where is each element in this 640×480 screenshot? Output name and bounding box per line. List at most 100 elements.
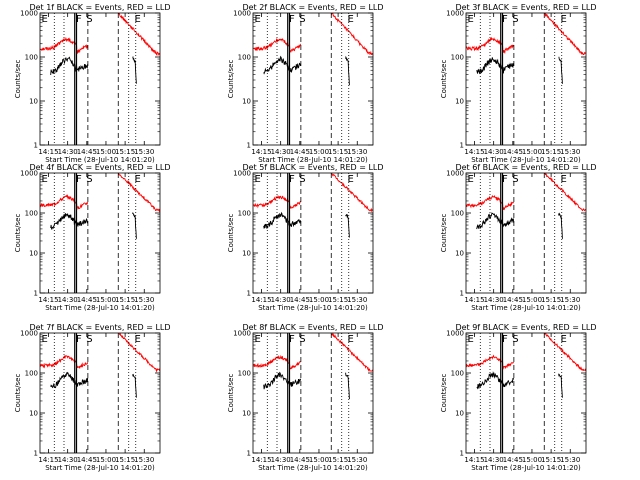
x-tick-label: 15:15 xyxy=(328,148,348,156)
detector-panel-6: Det 6f BLACK = Events, RED = LLD E F S E 1 10 1… xyxy=(440,163,597,312)
event-marker-label: E xyxy=(347,174,353,185)
x-tick-label: 14:15 xyxy=(251,456,271,464)
event-marker-label: F xyxy=(289,334,295,345)
y-tick-label: 1000 xyxy=(446,10,464,18)
x-tick-label: 14:45 xyxy=(77,456,97,464)
event-marker-label: F xyxy=(289,14,295,25)
y-tick-label: 1 xyxy=(460,142,464,150)
x-tick-label: 14:15 xyxy=(251,296,271,304)
x-tick-label: 14:45 xyxy=(290,456,310,464)
x-tick-label: 15:15 xyxy=(541,148,561,156)
x-tick-label: 15:00 xyxy=(309,296,329,304)
detector-panel-7: Det 7f BLACK = Events, RED = LLD E F S E 1 10 1… xyxy=(14,323,171,472)
panel-frame xyxy=(252,332,374,454)
y-tick-label: 100 xyxy=(25,210,38,218)
event-marker-label: F xyxy=(502,14,508,25)
event-marker-label: F xyxy=(289,174,295,185)
event-marker-label: E xyxy=(560,14,566,25)
x-tick-label: 14:15 xyxy=(464,456,484,464)
x-tick-label: 15:00 xyxy=(522,148,542,156)
x-tick-label: 15:00 xyxy=(309,456,329,464)
lld-series-line xyxy=(466,333,586,372)
event-marker-label: S xyxy=(512,14,518,25)
panel-frame xyxy=(465,172,587,294)
y-tick-label: 1 xyxy=(460,450,464,458)
detector-panel-5: Det 5f BLACK = Events, RED = LLD E F S E 1 10 1… xyxy=(227,163,384,312)
x-axis-label: Start Time (28-Jul-10 14:01:20) xyxy=(258,304,368,312)
x-tick-label: 14:45 xyxy=(503,296,523,304)
x-tick-label: 15:15 xyxy=(541,296,561,304)
x-tick-label: 14:15 xyxy=(464,148,484,156)
panel-plot-area xyxy=(40,333,160,453)
event-marker-label: E xyxy=(255,14,261,25)
panel-frame xyxy=(252,172,374,294)
detector-panel-3: Det 3f BLACK = Events, RED = LLD E F S E 1 10 1… xyxy=(440,3,597,164)
y-tick-label: 100 xyxy=(238,54,251,62)
x-tick-label: 15:30 xyxy=(347,296,367,304)
x-tick-label: 15:30 xyxy=(134,148,154,156)
y-tick-label: 1 xyxy=(34,290,38,298)
x-axis-label: Start Time (28-Jul-10 14:01:20) xyxy=(471,156,581,164)
y-axis-label: Counts/sec xyxy=(440,60,448,99)
x-tick-label: 14:30 xyxy=(484,148,504,156)
x-tick-label: 15:15 xyxy=(115,456,135,464)
y-tick-label: 1000 xyxy=(20,10,38,18)
panel-frame xyxy=(465,332,587,454)
y-tick-label: 1 xyxy=(460,290,464,298)
x-tick-label: 14:45 xyxy=(77,296,97,304)
event-marker-label: S xyxy=(86,14,92,25)
event-marker-label: E xyxy=(347,334,353,345)
x-tick-label: 14:45 xyxy=(290,296,310,304)
y-tick-label: 100 xyxy=(451,54,464,62)
events-series-line xyxy=(476,56,563,84)
event-marker-label: E xyxy=(255,174,261,185)
y-tick-label: 1000 xyxy=(233,170,251,178)
x-axis-label: Start Time (28-Jul-10 14:01:20) xyxy=(45,304,155,312)
lld-series-line xyxy=(253,173,373,213)
events-series-line xyxy=(263,371,350,400)
x-tick-label: 14:15 xyxy=(38,456,58,464)
event-marker-label: S xyxy=(299,334,305,345)
y-tick-label: 100 xyxy=(451,210,464,218)
x-tick-label: 14:15 xyxy=(38,296,58,304)
event-marker-label: F xyxy=(502,334,508,345)
event-marker-label: E xyxy=(42,14,48,25)
events-series-line xyxy=(50,212,137,239)
event-marker-label: F xyxy=(502,174,508,185)
panel-title: Det 7f BLACK = Events, RED = LLD xyxy=(29,323,170,332)
panel-plot-area xyxy=(253,13,373,145)
panel-frame xyxy=(39,332,161,454)
panel-title: Det 8f BLACK = Events, RED = LLD xyxy=(242,323,383,332)
lld-series-line xyxy=(253,333,373,372)
panel-title: Det 6f BLACK = Events, RED = LLD xyxy=(455,163,596,172)
x-tick-label: 14:15 xyxy=(38,148,58,156)
event-marker-label: E xyxy=(468,334,474,345)
event-marker-label: F xyxy=(76,14,82,25)
x-tick-label: 15:15 xyxy=(115,296,135,304)
detector-panel-4: Det 4f BLACK = Events, RED = LLD E F S E 1 10 1… xyxy=(14,163,171,312)
event-marker-label: F xyxy=(76,174,82,185)
x-axis-label: Start Time (28-Jul-10 14:01:20) xyxy=(45,156,155,164)
x-tick-label: 15:30 xyxy=(347,148,367,156)
panel-frame xyxy=(39,172,161,294)
panel-plot-area xyxy=(253,173,373,293)
x-tick-label: 15:00 xyxy=(522,456,542,464)
y-axis-label: Counts/sec xyxy=(14,374,22,413)
y-tick-label: 100 xyxy=(238,210,251,218)
x-tick-label: 15:30 xyxy=(347,456,367,464)
y-tick-label: 10 xyxy=(242,250,251,258)
y-tick-label: 1000 xyxy=(20,330,38,338)
lld-series-line xyxy=(40,173,160,213)
y-tick-label: 1000 xyxy=(446,330,464,338)
x-tick-label: 15:00 xyxy=(522,296,542,304)
y-tick-label: 1000 xyxy=(233,10,251,18)
x-tick-label: 14:30 xyxy=(484,296,504,304)
y-axis-label: Counts/sec xyxy=(440,374,448,413)
y-axis-label: Counts/sec xyxy=(14,214,22,253)
event-marker-label: E xyxy=(560,334,566,345)
events-series-line xyxy=(263,211,350,238)
y-axis-label: Counts/sec xyxy=(14,60,22,99)
x-tick-label: 14:30 xyxy=(58,296,78,304)
x-tick-label: 14:30 xyxy=(58,456,78,464)
